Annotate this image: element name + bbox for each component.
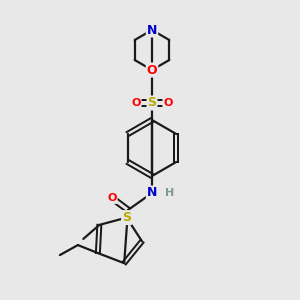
Text: O: O — [163, 98, 173, 108]
Text: S: S — [148, 97, 157, 110]
Text: O: O — [147, 64, 157, 76]
Text: N: N — [147, 187, 157, 200]
Text: H: H — [165, 188, 175, 198]
Text: N: N — [147, 23, 157, 37]
Text: O: O — [131, 98, 141, 108]
Text: S: S — [122, 211, 131, 224]
Text: O: O — [107, 193, 117, 203]
